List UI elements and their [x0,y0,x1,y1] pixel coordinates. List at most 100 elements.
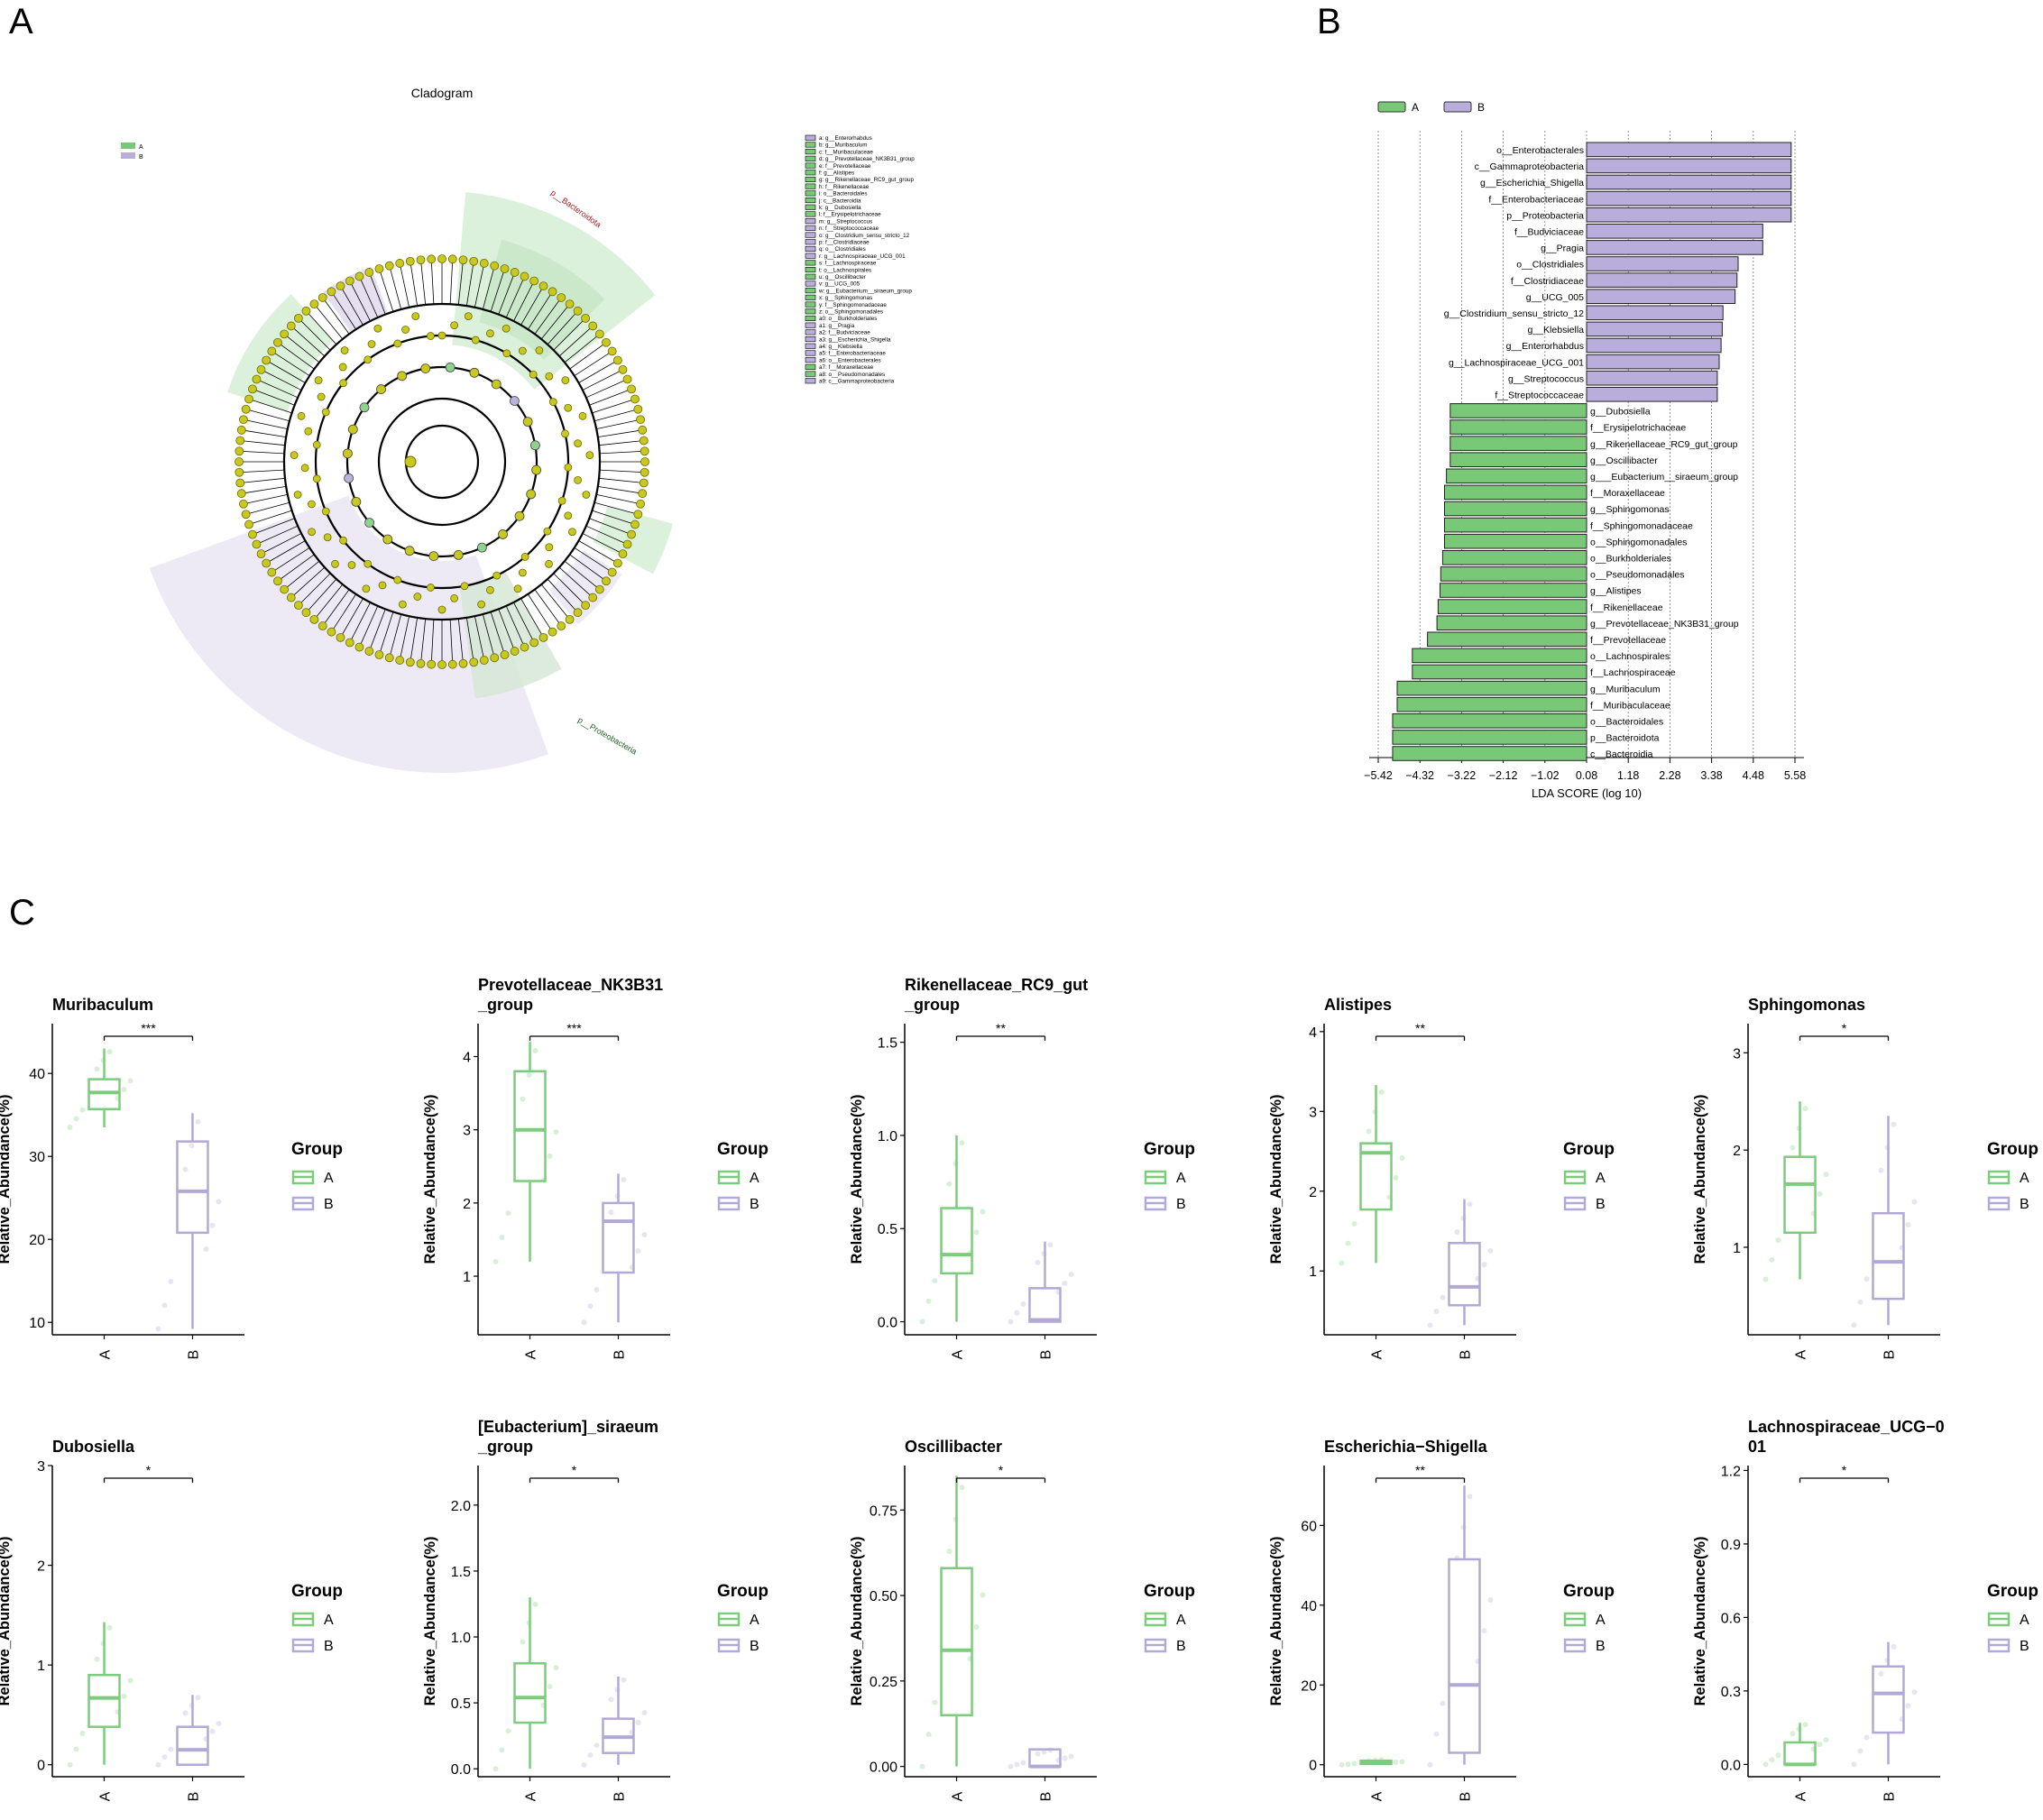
boxplot-legend-title: Group [1144,1140,1195,1159]
boxplot-y-tick-label: 2 [1309,1185,1317,1200]
clade-node [500,264,510,273]
clade-branch [527,593,553,632]
clade-branch [513,602,535,643]
cladogram-key-label: b: g__Muribaculum [819,142,868,149]
boxplot-sig-label: * [146,1463,152,1477]
clade-branch [240,477,286,483]
lda-bar-label: g__Rikenellaceae_RC9_gut_group [1590,439,1738,450]
clade-node [565,299,575,309]
panel-label-c: C [9,893,35,933]
cladogram-key-swatch [805,253,816,259]
clade-node [486,585,494,594]
boxplot-point [67,1125,73,1130]
boxplot-y-tick-label: 0.5 [878,1222,897,1237]
cladogram-key-label: a0: o__Burkholderiales [819,316,877,322]
lda-bar-label: g__Oscillibacter [1590,455,1658,466]
boxplot-legend-label: B [2020,1639,2029,1654]
boxplot-point [587,1303,594,1310]
boxplot-y-tick-label: 40 [1301,1599,1317,1614]
boxplot-point [925,1732,932,1738]
boxplot-point [73,1746,79,1752]
clade-node [502,349,511,358]
boxplot-point [1393,1759,1399,1765]
boxplot-point [932,1699,938,1705]
clade-branch [243,418,288,430]
boxplot-point [553,1665,559,1671]
clade-node [639,478,649,488]
clade-node [450,593,459,602]
cladogram-key-swatch [805,134,816,141]
clade-node [248,529,257,539]
clade-node [545,543,554,552]
clade-shade [548,550,622,625]
boxplot-y-tick-label: 2.0 [451,1499,471,1514]
clade-branch [553,317,586,351]
lda-bar-label: o__Bacteroidales [1590,717,1663,728]
clade-branch [582,369,623,391]
boxplot-point [499,1235,505,1241]
boxplot-point [608,1209,614,1216]
clade-branch [389,265,402,310]
clade-node [565,614,575,624]
clade-node [513,584,522,593]
clade-node [364,559,373,568]
clade-node [630,394,640,404]
boxplot-y-tick-label: 0.25 [870,1675,897,1690]
clade-node [518,568,527,577]
clade-node [416,255,426,265]
clade-node [640,457,649,466]
clade-branch [594,409,639,422]
clade-node [564,511,573,520]
clade-node [574,476,583,484]
clade-branch [589,518,632,536]
boxplot-point [155,1761,161,1768]
boxplot-point [1339,1260,1345,1266]
boxplot-y-label: Relative_Abundance(%) [849,1095,865,1264]
clade-node [327,287,336,297]
boxplot-box [176,1725,209,1766]
lda-bar [1392,730,1587,745]
boxplot-title: _group [904,996,960,1014]
boxplot-point [594,1286,600,1292]
clade-node [490,653,500,663]
boxplot-point [115,1095,121,1101]
clade-branch [298,573,331,606]
clade-branch [482,613,495,658]
lda-bar [1449,436,1587,451]
boxplot-point [952,1160,959,1166]
clade-branch [283,334,320,363]
boxplot-sig-label: ** [1415,1021,1425,1035]
boxplot-y-label: Relative_Abundance(%) [1692,1537,1708,1706]
lda-bar [1586,190,1792,207]
clade-node [347,424,358,435]
clade-branch [399,262,410,308]
clade-node [594,329,604,339]
clade-node [618,549,628,559]
clade-node [317,293,327,302]
cladogram-key-label: m: g__Streptococcus [819,218,872,225]
clade-node [477,600,486,609]
clade-branch [465,617,474,663]
clade-node [568,528,576,537]
clade-branch [248,510,292,525]
boxplot-legend-label: A [1596,1613,1606,1628]
clade-node [301,608,311,618]
boxplot-point [1366,1758,1372,1764]
lda-bar [1586,240,1763,255]
boxplot-point [959,1484,965,1491]
boxplot-y-tick-label: 3 [37,1459,45,1475]
clade-branch [585,379,628,399]
boxplot-point [1062,1755,1068,1761]
panel-label-a: A [9,2,33,41]
boxplot-point [973,1229,980,1236]
clade-branch [298,317,331,351]
clade-node [321,408,330,417]
clade-node [393,575,402,584]
lda-tick-label: 3.38 [1700,769,1722,782]
boxplot-point [1790,1731,1796,1737]
boxplot-point [526,1620,532,1626]
clade-node [339,379,347,388]
boxplot-point [1769,1256,1775,1263]
clade-node [364,355,373,364]
boxplot-legend-label: A [324,1171,334,1186]
